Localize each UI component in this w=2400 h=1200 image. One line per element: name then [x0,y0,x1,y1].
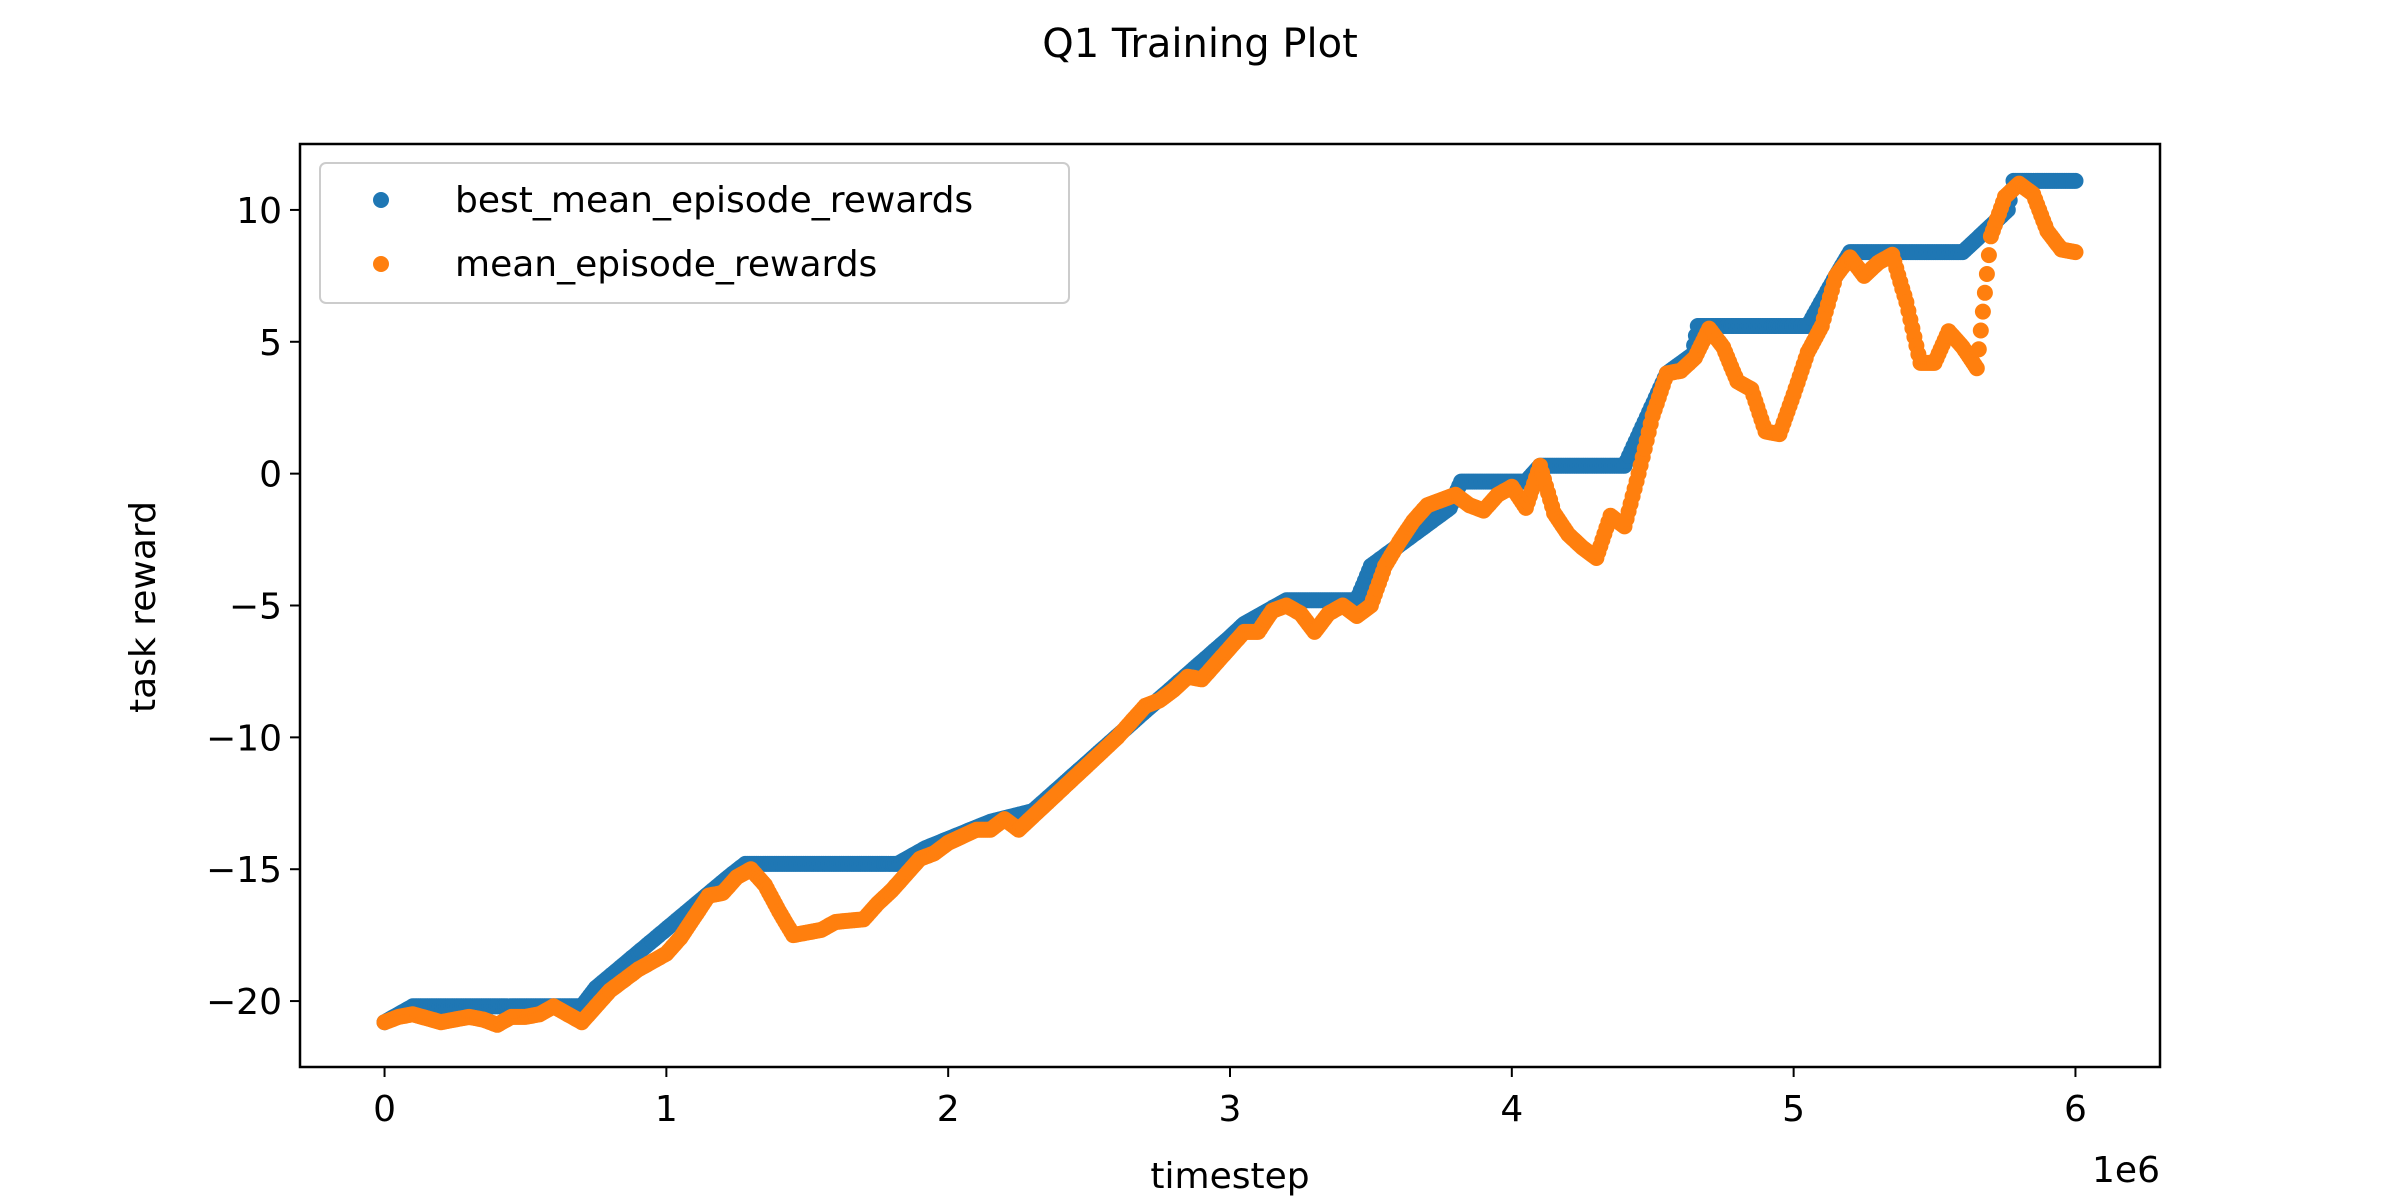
data-point [2067,244,2084,261]
x-axis-offset-label: 1e6 [2092,1150,2160,1191]
y-tick-label: −15 [206,850,282,891]
x-tick-label: 2 [937,1089,960,1130]
data-point [1972,322,1989,339]
data-point [2067,172,2084,189]
legend-label-mean: mean_episode_rewards [455,244,877,285]
chart-title: Q1 Training Plot [1042,21,1358,67]
data-point [1980,247,1997,264]
y-tick-label: 10 [236,191,282,232]
chart-marks [376,172,2084,1033]
x-tick-label: 3 [1219,1089,1242,1130]
x-axis-label: timestep [1150,1156,1309,1197]
legend-marker-mean [373,256,389,272]
y-tick-label: −20 [206,982,282,1023]
data-point [1970,341,1987,358]
x-tick-label: 6 [2064,1089,2087,1130]
legend-marker-best [373,192,389,208]
series-mean_episode_rewards [376,175,2084,1033]
y-tick-label: 0 [259,455,282,496]
y-tick-label: 5 [259,323,282,364]
data-point [1968,360,1985,377]
data-point [1978,266,1995,282]
y-tick-label: −5 [229,587,282,628]
y-axis: −20 −15 −10 −5 0 5 10 [206,191,300,1023]
x-tick-label: 5 [1782,1089,1805,1130]
legend: best_mean_episode_rewards mean_episode_r… [319,162,1070,304]
legend-box [319,162,1070,304]
legend-label-best: best_mean_episode_rewards [455,180,973,221]
data-point [1976,284,1993,301]
x-tick-label: 4 [1500,1089,1523,1130]
x-axis: 0 1 2 3 4 5 6 [373,1067,2087,1130]
data-point [1974,303,1991,320]
x-tick-label: 0 [373,1089,396,1130]
y-tick-label: −10 [206,718,282,759]
y-axis-label: task reward [123,501,164,713]
x-tick-label: 1 [655,1089,678,1130]
